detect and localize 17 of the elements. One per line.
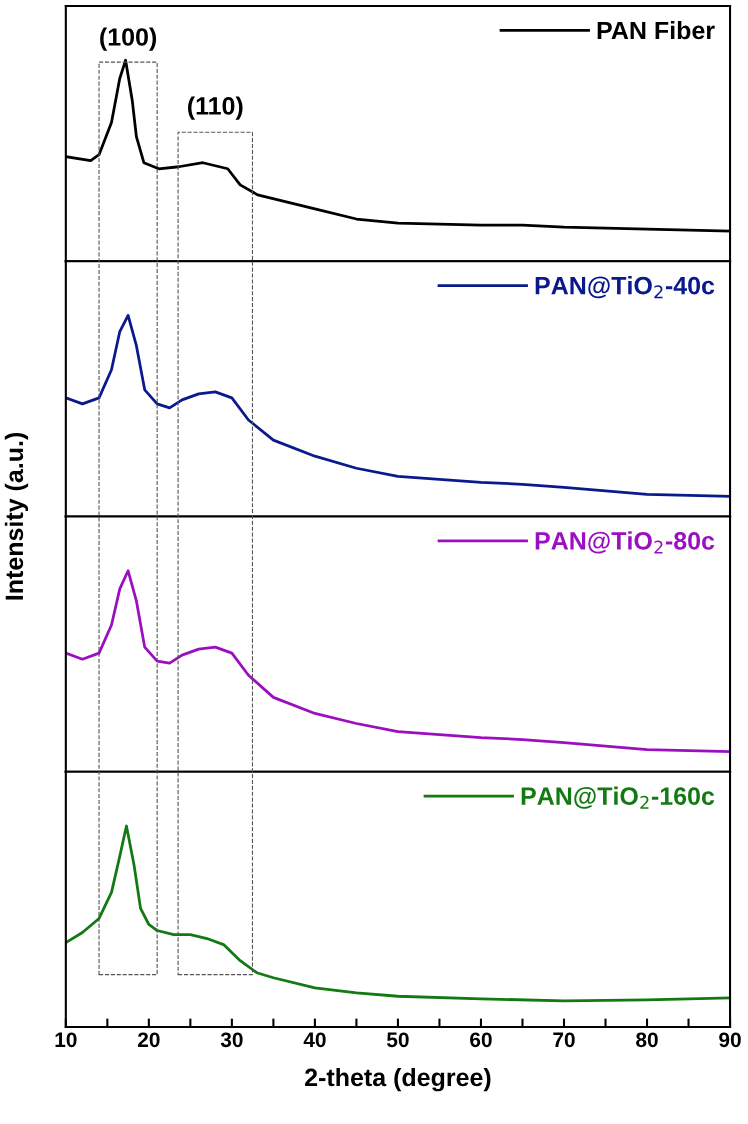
legend-label: PAN Fiber bbox=[597, 20, 715, 40]
x-tick-label: 60 bbox=[470, 1032, 492, 1048]
annotation: (110) bbox=[188, 96, 243, 120]
x-tick-label: 40 bbox=[303, 1032, 326, 1048]
x-tick-label: 70 bbox=[553, 1032, 575, 1048]
legend-label: PAN@TiO$_{2}$-40c bbox=[535, 276, 715, 299]
legend-label: PAN@TiO$_{2}$-160c bbox=[521, 786, 715, 809]
x-tick-label: 90 bbox=[719, 1032, 741, 1048]
x-tick-label: 80 bbox=[636, 1032, 658, 1048]
y-axis-title: Intensity (a.u.) bbox=[4, 432, 29, 600]
text: (100) bbox=[100, 27, 157, 51]
x-tick-label: 10 bbox=[55, 1032, 77, 1048]
x-tick-label: 50 bbox=[386, 1032, 409, 1048]
legend-label: PAN@TiO$_{2}$-80c bbox=[535, 531, 715, 554]
x-tick-label: 20 bbox=[137, 1032, 160, 1048]
x-axis-title: 2-theta (degree) bbox=[305, 1067, 491, 1092]
x-tick-label: 30 bbox=[220, 1032, 243, 1048]
